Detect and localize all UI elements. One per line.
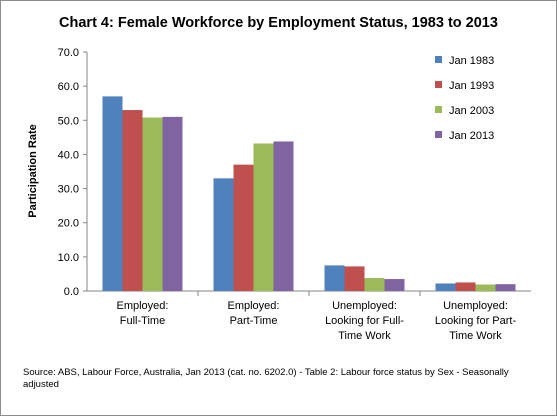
- legend-swatch: [435, 131, 442, 138]
- x-category-label: Employed:: [117, 300, 169, 312]
- bar-jan-2003: [475, 284, 496, 291]
- legend-label: Jan 1993: [449, 80, 494, 92]
- bar-jan-1983: [324, 265, 345, 291]
- y-tick-label: 20.0: [58, 218, 79, 230]
- y-tick-label: 50.0: [58, 115, 79, 127]
- x-category-label: Unemployed:: [443, 300, 508, 312]
- bar-jan-1993: [344, 266, 365, 291]
- y-tick-label: 10.0: [58, 252, 79, 264]
- chart-title: Chart 4: Female Workforce by Employment …: [59, 15, 498, 31]
- bar-jan-2013: [495, 284, 516, 291]
- x-category-label: Employed:: [228, 300, 280, 312]
- bar-jan-1983: [213, 178, 234, 291]
- bar-jan-1993: [233, 164, 254, 291]
- y-tick-label: 60.0: [58, 81, 79, 93]
- legend-label: Jan 1983: [449, 55, 494, 67]
- legend-swatch: [435, 81, 442, 88]
- bar-jan-2013: [384, 279, 405, 291]
- bar-jan-1983: [435, 283, 456, 291]
- legend-swatch: [435, 106, 442, 113]
- x-category-label: Time Work: [449, 330, 502, 342]
- y-tick-label: 40.0: [58, 149, 79, 161]
- y-tick-label: 0.0: [64, 286, 79, 298]
- bar-jan-2003: [253, 143, 274, 291]
- x-category-label: Part-Time: [230, 315, 278, 327]
- x-category-label: Time Work: [338, 330, 391, 342]
- bar-jan-1993: [455, 282, 476, 291]
- y-tick-label: 30.0: [58, 184, 79, 196]
- x-category-label: Full-Time: [120, 315, 165, 327]
- bar-jan-2003: [142, 117, 163, 291]
- legend-label: Jan 2003: [449, 105, 494, 117]
- legend-swatch: [435, 56, 442, 63]
- legend-label: Jan 2013: [449, 130, 494, 142]
- x-category-label: Looking for Full-: [325, 315, 404, 327]
- source-note: Source: ABS, Labour Force, Australia, Ja…: [23, 367, 509, 390]
- bar-jan-1983: [102, 96, 123, 291]
- bar-jan-1993: [122, 110, 143, 292]
- y-tick-label: 70.0: [58, 47, 79, 59]
- bar-jan-2003: [364, 278, 385, 291]
- bar-jan-2013: [273, 141, 294, 291]
- bar-jan-2013: [162, 116, 183, 291]
- x-category-label: Looking for Part-: [435, 315, 517, 327]
- x-category-label: Unemployed:: [332, 300, 397, 312]
